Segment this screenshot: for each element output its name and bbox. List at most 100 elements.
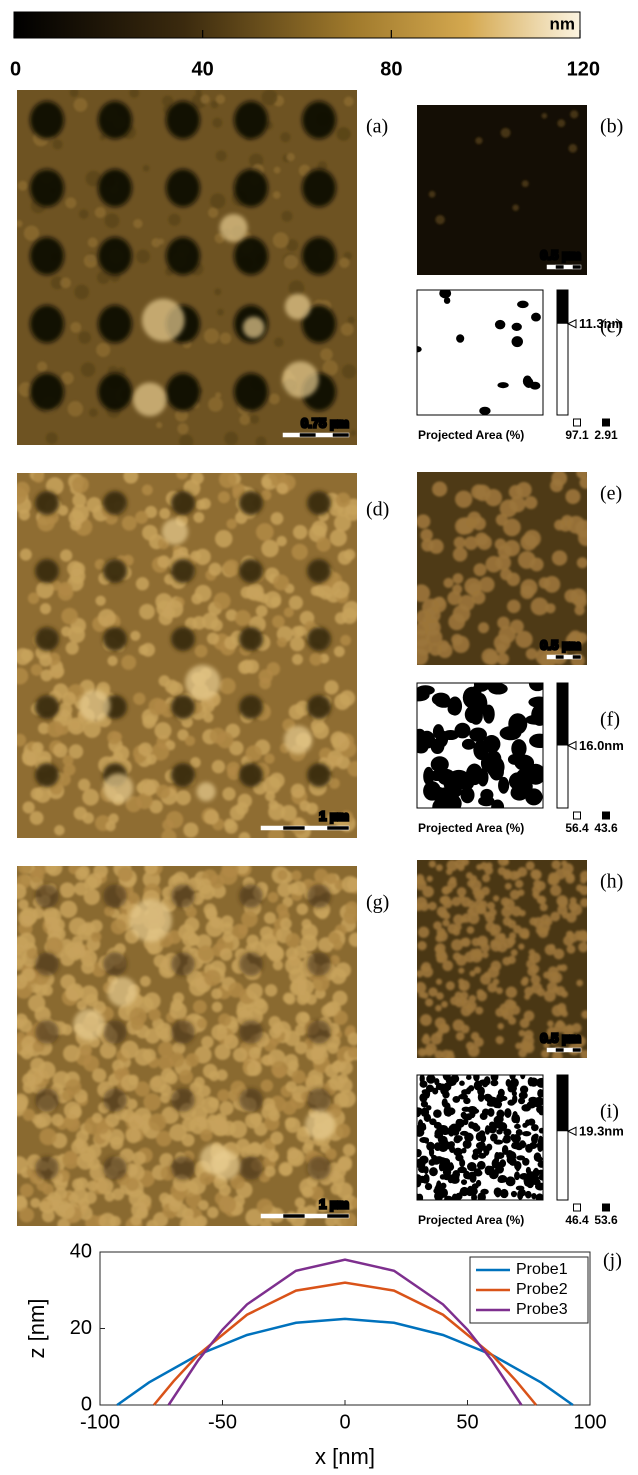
blob	[450, 1177, 459, 1184]
grain	[140, 976, 151, 987]
grain	[142, 715, 156, 729]
grain	[257, 1199, 273, 1215]
blob	[448, 1141, 455, 1148]
grain	[484, 911, 490, 917]
grain	[482, 874, 490, 882]
grain	[65, 197, 76, 208]
grain	[145, 1028, 160, 1043]
grain	[23, 801, 35, 813]
area-label: Projected Area (%)	[418, 428, 524, 442]
page: { "colorbar": {"unit": "nm", "lim": [0, …	[0, 0, 638, 1475]
blob	[511, 739, 526, 758]
grain	[10, 1156, 28, 1174]
legend-label: Probe2	[516, 1281, 568, 1298]
x-axis-label: x [nm]	[315, 1444, 375, 1469]
grain	[20, 1184, 34, 1198]
grain	[84, 254, 98, 268]
scale-bar-segment	[283, 433, 300, 437]
grain	[338, 1158, 352, 1172]
grain	[524, 1011, 535, 1022]
grain	[20, 549, 32, 561]
grain	[420, 902, 429, 911]
grain	[580, 871, 590, 881]
area-swatch	[603, 1204, 610, 1211]
grain	[537, 988, 545, 996]
hole	[98, 169, 132, 207]
grain	[72, 476, 89, 493]
grain	[160, 1093, 170, 1103]
grain	[214, 288, 221, 295]
grain	[233, 1048, 247, 1062]
grain	[121, 1075, 138, 1092]
blob	[479, 1145, 487, 1151]
blob	[522, 1131, 532, 1136]
grain	[211, 988, 222, 999]
grain	[182, 1208, 194, 1220]
grain	[168, 214, 180, 226]
grain	[485, 556, 502, 573]
threshold-bar-fill	[557, 683, 568, 746]
grain	[299, 1012, 309, 1022]
grain	[247, 1061, 262, 1076]
blob	[456, 334, 464, 343]
grain	[210, 875, 224, 889]
grain	[182, 1134, 195, 1147]
grain	[261, 89, 277, 105]
threshold-label: 19.3nm	[579, 1124, 624, 1139]
grain	[144, 992, 161, 1009]
hole	[171, 627, 195, 651]
area-value: 46.4	[565, 1213, 589, 1227]
blob	[514, 1171, 520, 1180]
grain	[539, 577, 550, 588]
grain	[512, 204, 519, 211]
grain	[432, 481, 447, 496]
grain	[31, 664, 43, 676]
grain	[503, 917, 512, 926]
grain	[520, 534, 537, 551]
blob	[473, 1125, 480, 1132]
grain	[130, 1215, 141, 1226]
grain	[179, 434, 193, 448]
grain	[191, 472, 204, 485]
blob	[434, 1129, 443, 1139]
grain	[532, 885, 541, 894]
grain	[350, 430, 356, 436]
hole	[35, 1088, 59, 1112]
blob	[502, 1137, 511, 1144]
grain	[126, 1128, 141, 1143]
panel-label: (h)	[600, 871, 623, 893]
grain	[508, 1017, 516, 1025]
blob	[491, 1072, 499, 1082]
grain	[203, 1064, 218, 1079]
blob	[531, 704, 548, 726]
grain	[568, 902, 578, 912]
binary-image	[413, 1071, 547, 1205]
blob	[429, 1167, 438, 1176]
grain	[453, 573, 464, 584]
blob	[433, 1188, 439, 1194]
scale-bar-segment	[283, 826, 305, 830]
grain	[39, 1201, 50, 1212]
grain	[335, 962, 351, 978]
grain	[459, 595, 475, 611]
grain	[88, 237, 98, 247]
grain	[216, 94, 225, 103]
grain	[185, 736, 195, 746]
grain	[330, 955, 340, 965]
grain	[577, 557, 588, 568]
grain	[481, 943, 490, 952]
blob	[426, 1105, 431, 1110]
grain	[21, 907, 38, 924]
x-tick-label: 0	[339, 1411, 350, 1433]
highlight	[220, 214, 248, 242]
grain	[80, 1044, 92, 1056]
grain	[267, 662, 281, 676]
blob	[527, 1101, 537, 1108]
blob	[432, 693, 450, 706]
blob	[517, 301, 529, 308]
grain	[452, 897, 462, 907]
afm-small-image: 0.5 µm	[414, 855, 590, 1061]
grain	[268, 1152, 279, 1163]
grain	[245, 660, 259, 674]
blob	[497, 1177, 504, 1183]
